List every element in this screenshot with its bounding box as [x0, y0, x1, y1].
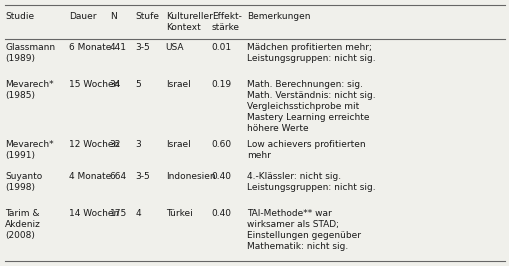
- Text: Indonesien: Indonesien: [165, 172, 215, 181]
- Text: N: N: [109, 12, 116, 21]
- Text: 32: 32: [109, 140, 121, 149]
- Text: 3: 3: [135, 140, 140, 149]
- Text: 175: 175: [109, 209, 127, 218]
- Text: Effekt-
stärke: Effekt- stärke: [211, 12, 241, 32]
- Text: TAI-Methode** war
wirksamer als STAD;
Einstellungen gegenüber
Mathematik: nicht : TAI-Methode** war wirksamer als STAD; Ei…: [247, 209, 361, 251]
- Text: 3-5: 3-5: [135, 172, 150, 181]
- Text: 0.40: 0.40: [211, 172, 231, 181]
- Text: 4 Monate: 4 Monate: [69, 172, 111, 181]
- Text: Tarim &
Akdeniz
(2008): Tarim & Akdeniz (2008): [5, 209, 41, 240]
- Text: Israel: Israel: [165, 140, 190, 149]
- Text: Math. Berechnungen: sig.
Math. Verständnis: nicht sig.
Vergleichsstichprobe mit
: Math. Berechnungen: sig. Math. Verständn…: [247, 80, 375, 133]
- Text: Stufe: Stufe: [135, 12, 159, 21]
- Text: 3-5: 3-5: [135, 43, 150, 52]
- Text: Suyanto
(1998): Suyanto (1998): [5, 172, 42, 192]
- Text: 441: 441: [109, 43, 126, 52]
- Text: Türkei: Türkei: [165, 209, 192, 218]
- Text: Kultureller
Kontext: Kultureller Kontext: [165, 12, 212, 32]
- Text: 0.01: 0.01: [211, 43, 231, 52]
- Text: 4: 4: [135, 209, 140, 218]
- Text: 0.40: 0.40: [211, 209, 231, 218]
- Text: 664: 664: [109, 172, 127, 181]
- Text: 12 Wochen: 12 Wochen: [69, 140, 119, 149]
- Text: Studie: Studie: [5, 12, 34, 21]
- Text: Glassmann
(1989): Glassmann (1989): [5, 43, 55, 63]
- Text: Dauer: Dauer: [69, 12, 96, 21]
- Text: 4.-Klässler: nicht sig.
Leistungsgruppen: nicht sig.: 4.-Klässler: nicht sig. Leistungsgruppen…: [247, 172, 375, 192]
- Text: 6 Monate: 6 Monate: [69, 43, 111, 52]
- Text: 0.19: 0.19: [211, 80, 231, 89]
- Text: Mädchen profitierten mehr;
Leistungsgruppen: nicht sig.: Mädchen profitierten mehr; Leistungsgrup…: [247, 43, 375, 63]
- Text: Israel: Israel: [165, 80, 190, 89]
- Text: Bemerkungen: Bemerkungen: [247, 12, 310, 21]
- Text: 34: 34: [109, 80, 121, 89]
- Text: Low achievers profitierten
mehr: Low achievers profitierten mehr: [247, 140, 365, 160]
- Text: Mevarech*
(1985): Mevarech* (1985): [5, 80, 53, 100]
- Text: USA: USA: [165, 43, 184, 52]
- Text: 0.60: 0.60: [211, 140, 231, 149]
- Text: Mevarech*
(1991): Mevarech* (1991): [5, 140, 53, 160]
- Text: 5: 5: [135, 80, 140, 89]
- Text: 14 Wochen: 14 Wochen: [69, 209, 119, 218]
- Text: 15 Wochen: 15 Wochen: [69, 80, 119, 89]
